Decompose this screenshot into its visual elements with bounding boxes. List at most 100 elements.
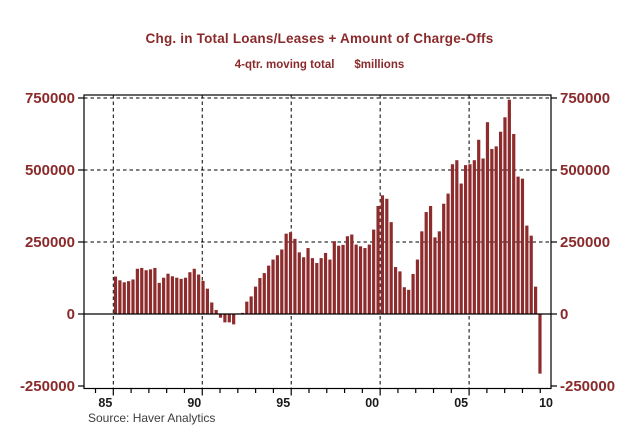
bar-q40 [288,232,293,314]
bar-q84 [481,158,485,314]
bar-q78 [455,160,459,314]
bar-q9 [153,267,157,314]
xtick-label-95: 95 [276,396,290,410]
bar-q57 [363,248,367,314]
bar-q8 [148,269,153,314]
bar-q70 [420,231,424,314]
xtick-label-90: 90 [187,396,201,410]
chart-title: Chg. in Total Loans/Leases + Amount of C… [145,31,494,46]
xtick-label-85: 85 [98,396,112,410]
bar-q80 [463,165,468,314]
bar-q91 [512,134,516,314]
source-note: Source: Haver Analytics [88,411,216,425]
bar-q16 [183,277,188,314]
bar-q35 [267,265,271,314]
bar-q46 [315,263,319,314]
bar-q60 [376,206,380,314]
bar-q2 [122,282,126,314]
bar-q18 [192,268,196,314]
bar-q51 [337,245,341,314]
bar-q19 [197,274,201,314]
bar-q6 [140,267,144,314]
bar-q4 [131,279,135,314]
bar-q42 [297,252,301,314]
bar-q56 [358,246,363,314]
bar-q82 [472,160,476,314]
bar-q76 [446,193,450,314]
bar-q38 [280,249,284,314]
bar-q85 [485,122,490,314]
bar-q32 [253,286,258,314]
ytick-label-left-750000: 750000 [25,90,75,107]
bar-q62 [385,198,389,314]
subtitle-units: $millions [354,59,405,71]
bar-q55 [354,244,358,314]
bar-q94 [525,225,529,314]
bar-q23 [214,309,218,314]
bar-q12 [166,273,170,314]
bar-q45 [310,258,315,314]
bar-q69 [415,259,420,314]
bar-q3 [127,281,131,314]
bar-q61 [380,195,385,314]
bar-q30 [245,301,249,314]
bar-q10 [157,282,161,314]
bar-q33 [258,278,262,314]
bar-q59 [372,229,376,314]
ytick-label-right-250000: 250000 [560,234,610,251]
bar-q1 [118,280,122,314]
bar-q58 [367,244,371,314]
bar-q0 [113,276,118,314]
bar-q81 [468,164,472,314]
bar-q93 [520,178,525,314]
ytick-label-right-500000: 500000 [560,162,610,179]
bar-q27 [232,314,236,325]
bar-q21 [205,288,209,314]
bar-q11 [162,277,166,314]
bar-q5 [135,268,139,314]
bar-q34 [262,273,266,314]
bar-q86 [490,148,494,314]
bar-q53 [345,236,350,314]
bar-q50 [332,241,336,314]
bar-q7 [144,270,148,314]
bar-q41 [293,238,297,314]
bar-q95 [529,235,533,314]
bar-q36 [271,259,275,314]
bar-q83 [477,139,481,314]
ytick-label-left-0: 0 [67,306,75,323]
bar-q90 [507,99,511,314]
bar-q65 [398,271,402,314]
ytick-label-right--250000: -250000 [560,378,615,395]
xtick-label-10: 10 [539,396,553,410]
bar-q92 [516,176,520,314]
bar-q63 [389,222,393,314]
bar-q73 [433,237,437,314]
bar-q24 [218,314,223,318]
bar-q52 [341,244,345,314]
bar-q13 [170,276,174,314]
bar-q79 [459,183,463,314]
bar-q77 [450,164,455,314]
bar-q37 [275,255,280,314]
xtick-label-00: 00 [365,396,379,410]
ytick-label-left--250000: -250000 [20,378,75,395]
xtick-label-05: 05 [454,396,468,410]
bar-q20 [201,280,205,314]
bar-q71 [424,212,428,314]
bar-q15 [179,278,183,314]
bar-q89 [503,117,507,314]
bar-q88 [498,131,503,314]
bar-q48 [323,252,328,314]
bar-q87 [494,146,498,314]
bar-q64 [393,267,398,314]
bar-q54 [350,234,354,314]
ytick-label-left-500000: 500000 [25,162,75,179]
bar-q66 [402,287,406,314]
chart-subtitle: 4-qtr. moving total $millions [0,59,639,71]
bar-q47 [319,258,323,314]
bar-q49 [328,259,332,314]
bar-q43 [302,257,306,314]
